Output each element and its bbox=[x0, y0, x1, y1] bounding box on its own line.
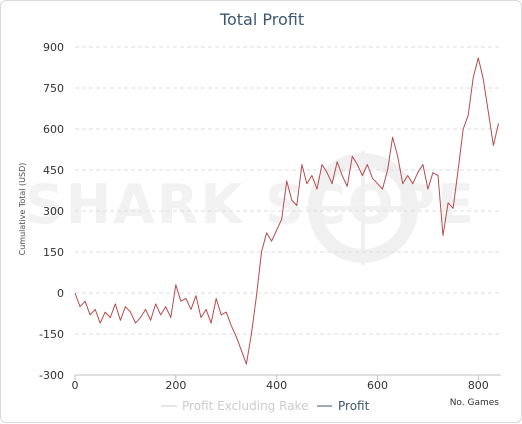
y-tick-label: 450 bbox=[43, 164, 64, 177]
chart-title: Total Profit bbox=[219, 10, 304, 29]
x-tick-label: 0 bbox=[72, 379, 79, 392]
y-axis-label: Cumulative Total (USD) bbox=[18, 163, 27, 256]
y-tick-label: 0 bbox=[57, 287, 64, 300]
y-tick-label: 750 bbox=[43, 82, 64, 95]
y-axis-ticks: -300 -150 0 150 300 450 600 750 900 bbox=[39, 41, 64, 382]
watermark-crosshair bbox=[306, 151, 420, 265]
legend-item-profit[interactable]: Profit bbox=[317, 399, 370, 413]
legend-item-profit-excluding-rake[interactable]: Profit Excluding Rake bbox=[161, 399, 308, 413]
y-tick-label: 900 bbox=[43, 41, 64, 54]
legend-label-profit-excluding-rake: Profit Excluding Rake bbox=[182, 399, 308, 413]
y-tick-label: 300 bbox=[43, 205, 64, 218]
series-layer bbox=[74, 57, 499, 365]
x-tick-label: 800 bbox=[468, 379, 489, 392]
x-tick-label: 600 bbox=[367, 379, 388, 392]
x-axis-ticks: 0 200 400 600 800 bbox=[72, 375, 489, 392]
x-tick-label: 200 bbox=[165, 379, 186, 392]
y-tick-label: -300 bbox=[39, 369, 64, 382]
legend-label-profit: Profit bbox=[338, 399, 370, 413]
gridlines bbox=[75, 46, 501, 335]
x-axis-label: No. Games bbox=[450, 398, 500, 408]
y-tick-label: -150 bbox=[39, 328, 64, 341]
series-line-profit[interactable] bbox=[74, 57, 499, 365]
x-tick-label: 400 bbox=[266, 379, 287, 392]
legend: Profit Excluding Rake Profit bbox=[161, 399, 370, 413]
y-tick-label: 150 bbox=[43, 246, 64, 259]
y-tick-label: 600 bbox=[43, 123, 64, 136]
